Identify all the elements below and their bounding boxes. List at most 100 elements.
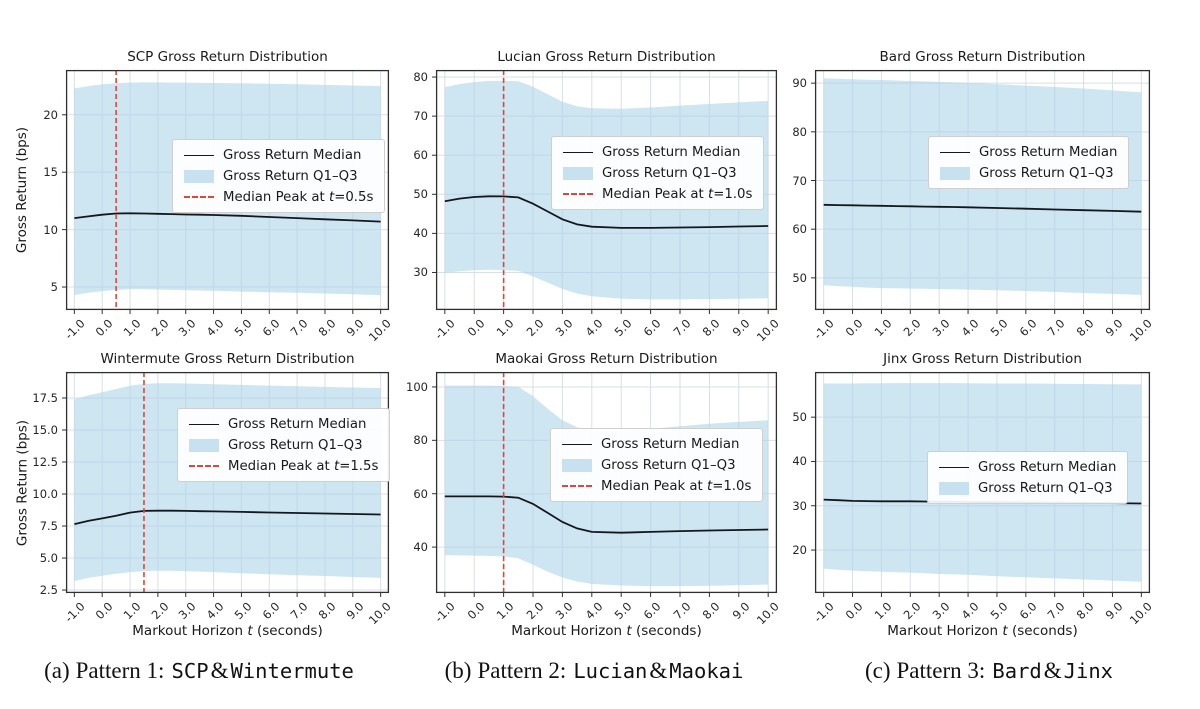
y-tick-label: 90	[792, 76, 807, 91]
x-tick-label: 1.0	[871, 599, 895, 623]
legend-entry: Gross Return Median	[563, 143, 752, 161]
x-tick-label: 10.0	[1126, 316, 1155, 345]
y-tick-label: 40	[792, 454, 807, 469]
band-swatch	[939, 481, 969, 495]
median-line-swatch	[184, 154, 214, 156]
x-tick-label: 0.0	[92, 316, 116, 340]
y-tick-label: 12.5	[32, 455, 58, 469]
band-swatch	[562, 458, 592, 472]
y-tick-label: 50	[792, 410, 807, 425]
caption-name-b: Wintermute	[230, 659, 354, 683]
legend-label: Gross Return Median	[223, 147, 362, 163]
legend-label-part: Median Peak at	[228, 458, 334, 474]
peak-line-swatch	[563, 193, 593, 195]
x-tick-label: 5.0	[611, 316, 635, 340]
band-swatch	[940, 166, 970, 180]
legend-label: Median Peak at t=1.5s	[228, 459, 378, 474]
x-tick-label: -1.0	[61, 316, 88, 343]
x-tick-label: 5.0	[231, 599, 255, 623]
y-tick-label: 10.0	[32, 487, 58, 502]
x-tick-label: 6.0	[259, 316, 283, 340]
median-line-swatch	[939, 466, 969, 468]
caption-index: (c)	[864, 658, 891, 683]
legend-label-part: Median Peak at	[223, 189, 329, 205]
chart-plot-wintermute	[62, 371, 390, 597]
legend-entry: Gross Return Median	[940, 143, 1117, 161]
median-line	[74, 509, 381, 525]
legend-label: Gross Return Median	[979, 144, 1118, 160]
median-line-swatch	[562, 443, 592, 445]
x-tick-label: 2.0	[900, 599, 924, 623]
x-tick-label: 9.0	[1102, 316, 1126, 340]
x-tick-label: 5.0	[611, 599, 635, 623]
x-tick-label: 5.0	[987, 599, 1011, 623]
x-axis-label-part: Markout Horizon	[132, 623, 248, 639]
x-tick-label: 7.0	[670, 599, 694, 623]
x-tick-label: 6.0	[1016, 316, 1040, 340]
legend-label-part: =1.0s	[713, 186, 753, 202]
x-tick-label: 8.0	[1073, 316, 1097, 340]
caption-prefix: Pattern 3:	[896, 658, 986, 683]
y-tick-label: 40	[413, 226, 428, 241]
caption-joiner: &	[1043, 658, 1062, 683]
legend-entry: Median Peak at t=1.0s	[563, 185, 752, 203]
legend-label-part: =1.0s	[712, 478, 752, 494]
y-tick-label: 30	[413, 265, 428, 280]
chart-title-bard: Bard Gross Return Distribution	[879, 49, 1086, 65]
chart-title-jinx: Jinx Gross Return Distribution	[883, 351, 1082, 367]
x-tick-label: 7.0	[1045, 316, 1068, 340]
caption-name-b: Jinx	[1063, 659, 1114, 683]
legend-label-part: =0.5s	[334, 189, 374, 205]
x-axis-label-part: Markout Horizon	[887, 623, 1003, 639]
y-tick-label: 40	[413, 540, 428, 555]
y-tick-label: 50	[792, 270, 807, 285]
legend-label: Gross Return Median	[228, 416, 367, 432]
x-tick-label: 1.0	[120, 316, 144, 340]
y-tick-label: 7.5	[39, 519, 58, 534]
y-tick-label: 30	[792, 498, 807, 513]
x-tick-label: 4.0	[582, 599, 606, 623]
axis-spine	[435, 69, 778, 311]
peak-line-swatch	[189, 465, 219, 467]
x-tick-label: 4.0	[203, 316, 227, 340]
x-axis-label-part: (seconds)	[252, 623, 323, 639]
x-tick-label: 6.0	[640, 316, 664, 340]
x-tick-label: 3.0	[176, 599, 199, 623]
x-tick-label: 3.0	[929, 316, 953, 340]
chart-plot-bard	[811, 69, 1151, 314]
x-tick-label: 0.0	[464, 599, 488, 623]
y-tick-label: 100	[406, 379, 428, 394]
legend-jinx: Gross Return Median Gross Return Q1–Q3	[927, 451, 1129, 504]
legend-entry: Gross Return Median	[189, 415, 378, 433]
x-tick-label: 10.0	[753, 316, 782, 345]
chart-title-scp: SCP Gross Return Distribution	[127, 49, 328, 65]
y-tick-label: 80	[792, 124, 807, 139]
legend-entry: Gross Return Q1–Q3	[563, 164, 752, 182]
x-tick-label: 7.0	[287, 316, 311, 340]
y-tick-label: 20	[43, 107, 58, 122]
x-tick-label: 8.0	[699, 599, 723, 623]
legend-entry: Gross Return Q1–Q3	[184, 167, 373, 185]
x-axis-label-part: t	[626, 623, 632, 639]
legend-entry: Gross Return Median	[562, 435, 751, 453]
axis-spine	[65, 371, 390, 594]
y-tick-label: 15.0	[32, 423, 58, 437]
y-tick-label: 17.5	[32, 390, 58, 405]
x-tick-label: 1.0	[871, 316, 895, 340]
legend-wintermute: Gross Return Median Gross Return Q1–Q3 Med…	[177, 408, 391, 482]
x-axis-label-part: (seconds)	[631, 623, 702, 639]
caption-joiner: &	[649, 658, 668, 683]
band-swatch	[184, 169, 214, 183]
x-tick-label: 4.0	[958, 316, 982, 340]
legend-entry: Gross Return Q1–Q3	[940, 164, 1117, 182]
caption-name-a: Bard	[992, 659, 1042, 683]
legend-lucian: Gross Return Median Gross Return Q1–Q3 Med…	[551, 136, 765, 210]
x-tick-label: 0.0	[92, 599, 116, 623]
legend-label: Gross Return Q1–Q3	[978, 480, 1113, 496]
caption-a: (a) Pattern 1: SCP&Wintermute	[0, 658, 400, 684]
y-tick-label: 70	[792, 173, 807, 188]
x-tick-label: 2.0	[900, 316, 924, 340]
median-line	[444, 195, 769, 229]
band-swatch	[563, 166, 593, 180]
x-tick-label: 1.0	[120, 599, 144, 623]
